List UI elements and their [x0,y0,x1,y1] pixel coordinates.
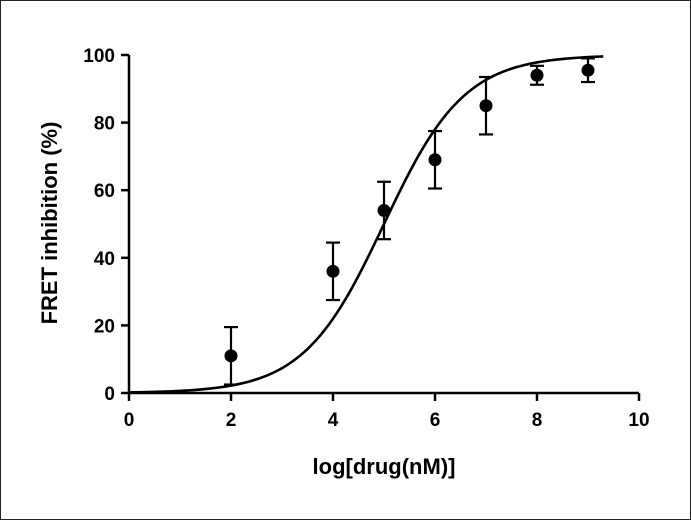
x-tick-label: 0 [124,410,135,431]
x-tick-label: 8 [532,410,543,431]
y-tick-label: 80 [94,114,115,135]
data-point [479,99,493,113]
data-point [377,203,391,217]
data-point [581,63,595,77]
x-tick-label: 2 [226,410,237,431]
y-tick-label: 100 [83,46,115,67]
data-point [530,68,544,82]
y-tick-label: 60 [94,181,115,202]
data-point [428,153,442,167]
data-point [326,264,340,278]
data-point [224,349,238,363]
y-tick-label: 20 [94,316,115,337]
x-tick-label: 6 [430,410,441,431]
x-tick-label: 4 [328,410,339,431]
data-points-group [224,57,595,386]
x-axis-title: log[drug(nM)] [313,454,456,479]
y-tick-label: 0 [104,384,115,405]
x-tick-label: 10 [628,410,649,431]
y-tick-label: 40 [94,249,115,270]
fit-curve [128,55,604,394]
y-axis-title: FRET inhibition (%) [37,122,62,325]
fit-curve-group [128,55,604,394]
